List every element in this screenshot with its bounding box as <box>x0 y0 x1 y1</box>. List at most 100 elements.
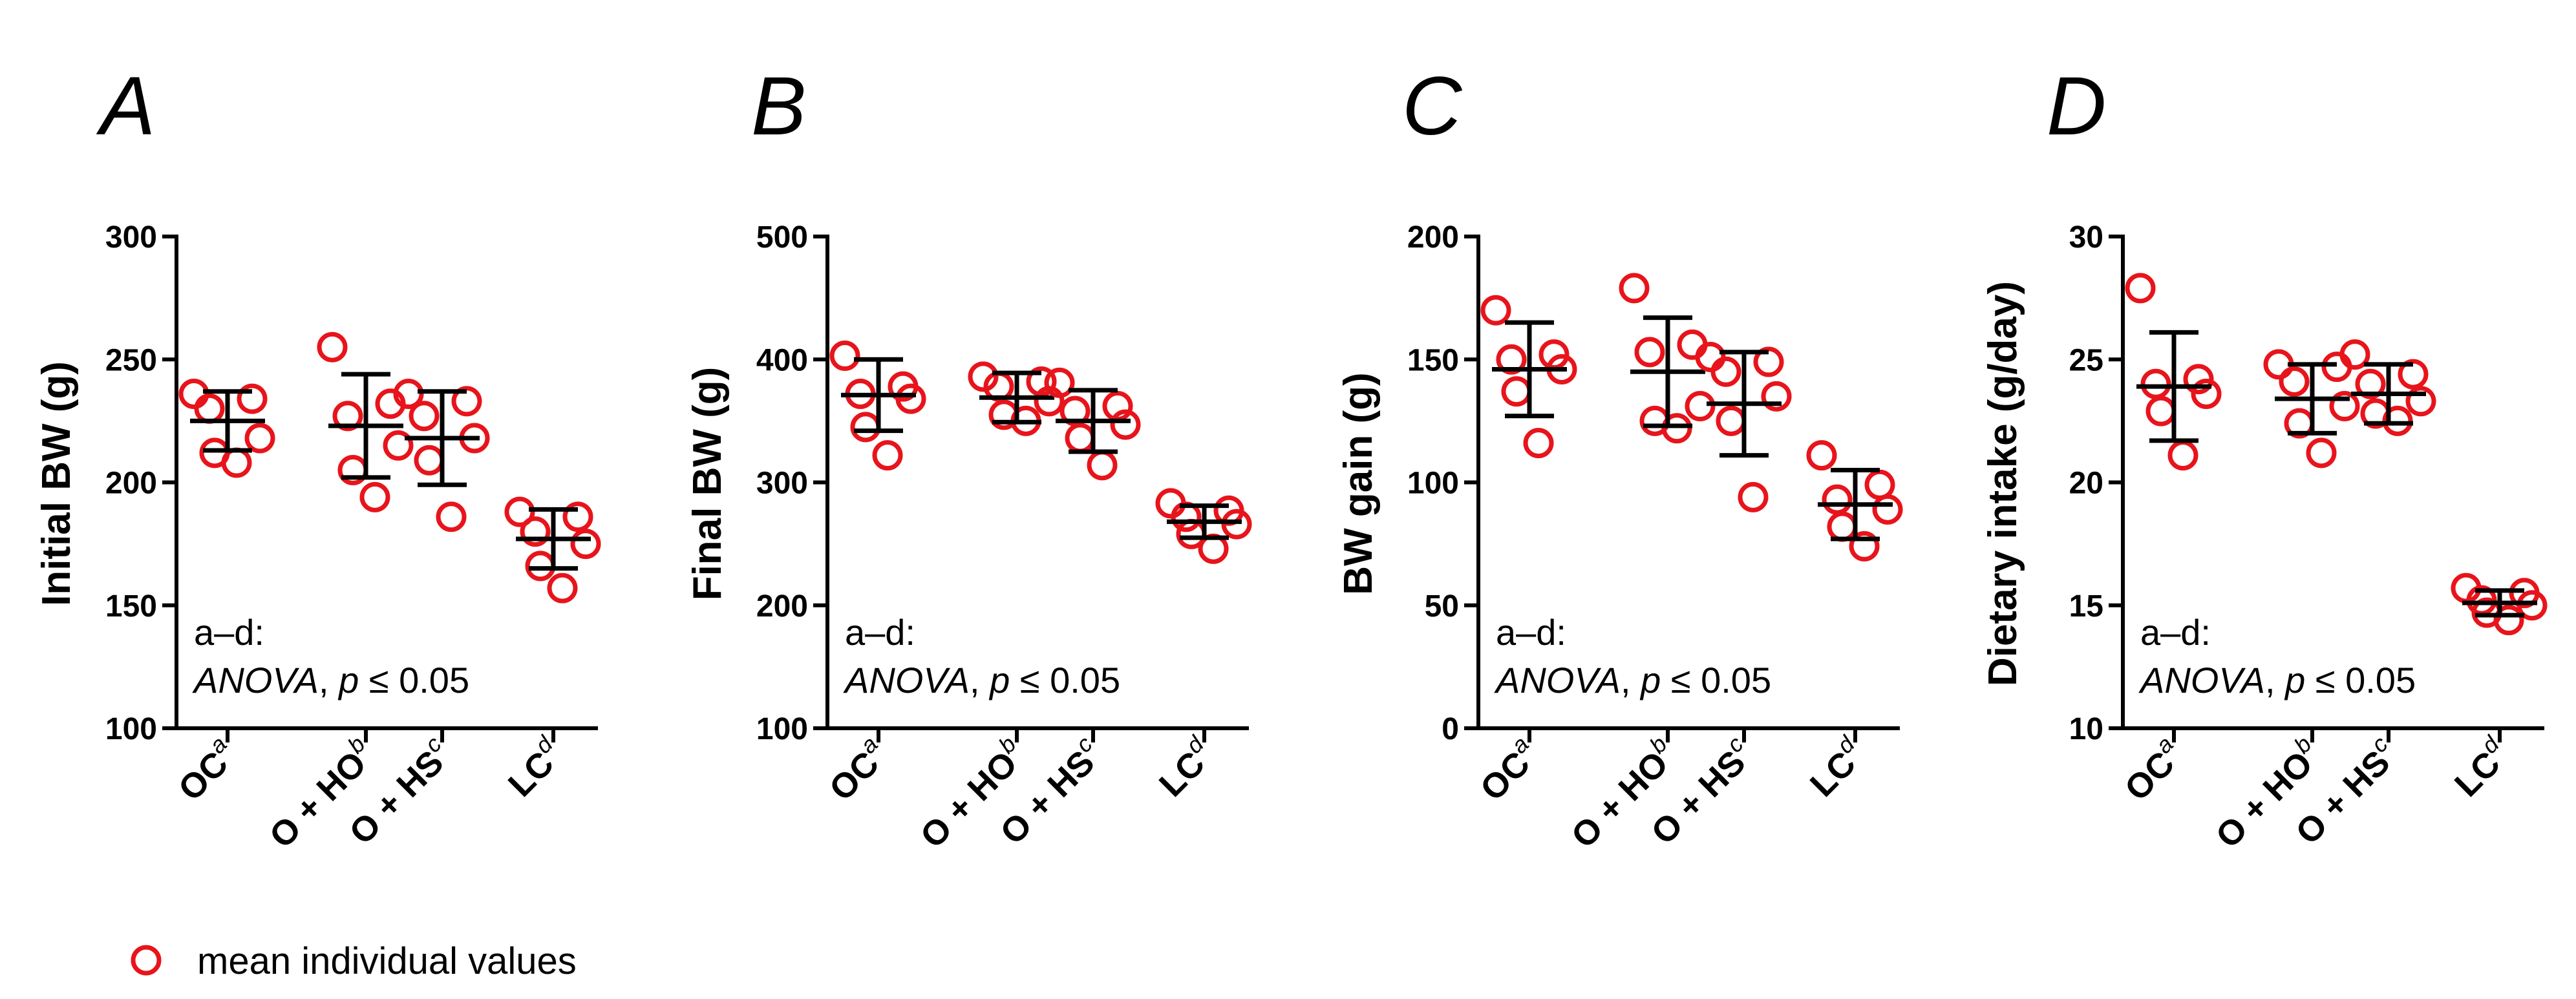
data-point <box>2306 437 2337 468</box>
data-point <box>1849 531 1880 562</box>
y-axis-label: Final BW (g) <box>685 367 730 601</box>
data-point <box>968 361 999 392</box>
data-point <box>1087 450 1118 481</box>
x-tick-label: OCa <box>2113 731 2191 808</box>
data-point <box>1738 481 1769 512</box>
group-1: OCa <box>1469 295 1577 808</box>
data-point <box>1806 440 1837 471</box>
y-tick-label: 100 <box>756 712 808 746</box>
y-tick-label: 150 <box>105 589 157 624</box>
data-point <box>1864 469 1895 500</box>
x-tick-label: OCa <box>1469 731 1546 808</box>
data-point <box>1496 344 1527 375</box>
annotation-line-2: ANOVA, p ≤ 0.05 <box>1494 660 1771 700</box>
y-tick-label: 30 <box>2069 220 2103 255</box>
data-point <box>194 393 225 424</box>
y-tick-label: 200 <box>105 467 157 501</box>
group-4: LCd <box>1148 488 1252 804</box>
group-4: LCd <box>497 496 601 804</box>
data-point <box>2382 405 2413 436</box>
y-tick-label: 100 <box>105 712 157 746</box>
data-point <box>829 341 860 372</box>
y-axis-label: Dietary intake (g/day) <box>1981 281 2025 686</box>
y-axis-label: Initial BW (g) <box>34 361 79 606</box>
data-point <box>244 423 275 454</box>
annotation-line-1: a–d: <box>194 612 264 653</box>
annotation-line-1: a–d: <box>845 612 915 653</box>
data-point <box>520 516 551 547</box>
data-point <box>409 401 440 432</box>
x-tick-label: LCd <box>497 730 571 804</box>
data-point <box>1501 376 1532 407</box>
data-point <box>1677 329 1708 360</box>
y-tick-label: 10 <box>2069 712 2103 746</box>
y-tick-label: 15 <box>2069 589 2103 624</box>
annotation-line-1: a–d: <box>1496 612 1566 653</box>
panel-letter: D <box>2047 60 2106 152</box>
data-point <box>359 481 390 512</box>
x-tick-label: OCa <box>167 731 244 808</box>
data-point <box>1716 405 1747 436</box>
data-point <box>1661 413 1692 444</box>
data-point <box>2183 364 2214 395</box>
x-tick-label: LCd <box>2443 730 2518 804</box>
data-point <box>547 573 578 604</box>
y-tick-label: 20 <box>2069 467 2103 501</box>
data-point <box>2191 379 2222 410</box>
data-point <box>872 440 903 471</box>
panel-B: B Final BW (g) 100 200 300 400 500 a–d: ANOVA, p… <box>685 60 1252 856</box>
data-point <box>895 383 926 414</box>
data-point <box>414 445 445 476</box>
y-tick-label: 200 <box>1407 220 1459 255</box>
data-point <box>1523 428 1554 459</box>
data-point <box>317 331 348 363</box>
y-tick-label: 0 <box>1442 712 1459 746</box>
panel-letter: C <box>1402 60 1463 152</box>
data-point <box>504 496 535 527</box>
data-point <box>1065 423 1096 454</box>
annotation-line-2: ANOVA, p ≤ 0.05 <box>2138 660 2416 700</box>
annotation-line-1: a–d: <box>2140 612 2211 653</box>
data-point <box>2355 368 2386 399</box>
data-point <box>2517 590 2548 621</box>
data-point <box>1710 356 1741 387</box>
data-point <box>1827 511 1858 542</box>
x-tick-label: LCd <box>1799 730 1873 804</box>
y-tick-label: 500 <box>756 220 808 255</box>
data-point <box>332 401 363 432</box>
data-point <box>2145 395 2177 426</box>
data-point <box>1695 341 1726 372</box>
group-2: O + HOb <box>262 331 414 856</box>
y-tick-label: 400 <box>756 343 808 377</box>
group-4: LCd <box>2443 573 2548 804</box>
data-point <box>1822 484 1853 515</box>
group-4: LCd <box>1799 440 1903 804</box>
data-point <box>237 383 268 414</box>
data-point <box>1685 391 1716 422</box>
y-tick-label: 200 <box>756 589 808 624</box>
data-point <box>1026 366 1057 397</box>
group-2: O + HOb <box>1564 273 1716 856</box>
data-point <box>2398 359 2429 390</box>
data-point <box>850 412 881 443</box>
data-point <box>2493 605 2524 636</box>
data-point <box>1480 295 1511 326</box>
legend-label: mean individual values <box>197 940 577 982</box>
group-1: OCa <box>167 379 275 808</box>
group-1: OCa <box>822 341 926 808</box>
data-point <box>525 551 556 582</box>
data-point <box>1872 494 1903 525</box>
data-point <box>178 379 209 410</box>
x-tick-label: LCd <box>1148 730 1222 804</box>
data-point <box>451 386 482 417</box>
data-point <box>2321 352 2352 383</box>
y-tick-label: 300 <box>105 220 157 255</box>
data-point <box>2329 391 2360 422</box>
data-point <box>2279 366 2310 397</box>
y-tick-label: 100 <box>1407 467 1459 501</box>
data-point <box>2125 273 2156 304</box>
y-tick-label: 250 <box>105 343 157 377</box>
data-point <box>436 501 467 532</box>
data-point <box>1221 509 1252 540</box>
y-tick-label: 150 <box>1407 343 1459 377</box>
